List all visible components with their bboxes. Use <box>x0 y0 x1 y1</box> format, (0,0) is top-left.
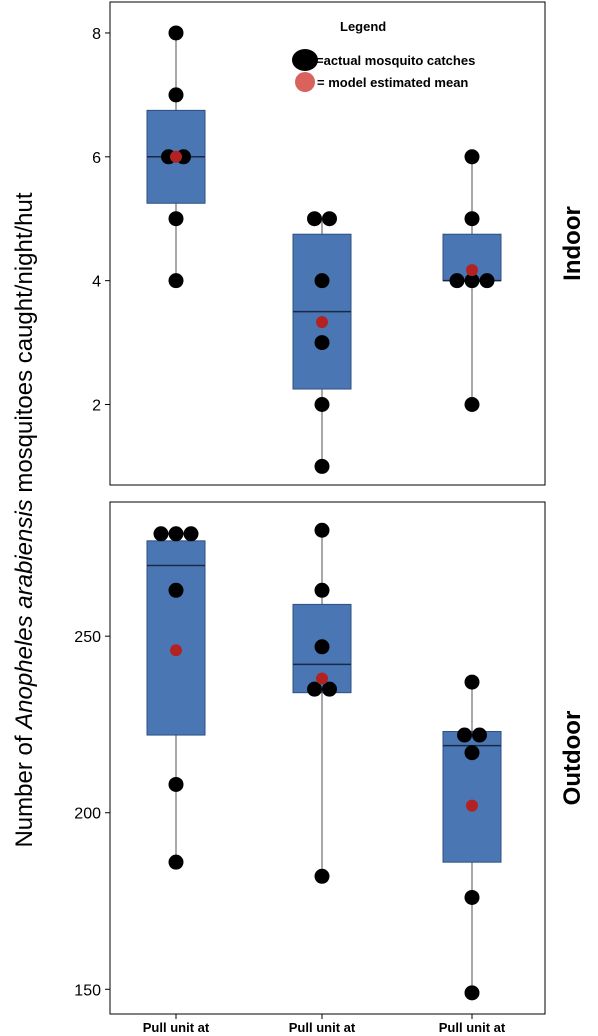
data-point <box>322 211 337 227</box>
y-tick-label: 2 <box>92 398 101 415</box>
y-tick-label: 6 <box>92 150 101 167</box>
mean-point <box>170 150 182 163</box>
data-point <box>314 273 330 289</box>
x-tick-label-line: Pull unit at <box>143 1020 210 1035</box>
y-tick-label: 200 <box>74 806 101 823</box>
legend-entry-actual: =actual mosquito catches <box>316 53 475 68</box>
x-tick-label-line: Pull unit at <box>289 1020 356 1035</box>
iqr-box <box>146 540 206 736</box>
mean-point <box>466 264 478 277</box>
strip-label-outdoor: Outdoor <box>559 711 586 806</box>
data-point <box>168 526 184 542</box>
data-point <box>472 727 487 743</box>
mean-point <box>170 644 182 657</box>
data-point <box>464 745 480 761</box>
box-group-2 <box>292 522 352 884</box>
data-point <box>153 526 169 542</box>
data-point <box>307 211 322 227</box>
legend-entry-mean: = model estimated mean <box>317 75 468 90</box>
legend-marker-mean <box>295 72 315 92</box>
x-tick-label: Pull unit at5m <box>143 1020 210 1036</box>
y-tick-label: 250 <box>74 629 101 646</box>
data-point <box>168 273 184 289</box>
data-point <box>168 582 184 598</box>
y-axis-label-part: Anopheles arabiensis <box>11 499 38 731</box>
box-group-3 <box>442 149 502 412</box>
data-point <box>314 582 330 598</box>
data-point <box>314 335 330 351</box>
y-axis-label-part: mosquitoes caught/night/hut <box>11 192 38 499</box>
box-group-1 <box>146 526 206 870</box>
panel-frame <box>109 1 546 486</box>
data-point <box>314 639 330 655</box>
y-axis-label-part: Number of <box>11 729 38 848</box>
data-point <box>449 273 465 289</box>
x-tick-label: Pull unit at30m <box>439 1020 506 1036</box>
box-group-1 <box>146 25 206 289</box>
y-tick-label: 150 <box>74 982 101 999</box>
data-point <box>464 985 480 1001</box>
strip-label-indoor: Indoor <box>559 206 586 281</box>
data-point <box>464 397 480 412</box>
box-group-2 <box>292 211 352 474</box>
data-point <box>183 526 199 542</box>
mean-point <box>316 316 328 329</box>
data-point <box>464 211 480 227</box>
data-point <box>314 522 330 538</box>
mean-point <box>466 799 478 812</box>
mean-point <box>316 672 328 685</box>
data-point <box>314 397 330 412</box>
x-tick-label-line: Pull unit at <box>439 1020 506 1035</box>
data-point <box>168 87 184 103</box>
data-point <box>464 674 480 690</box>
data-point <box>457 727 472 743</box>
data-point <box>307 681 322 697</box>
box-group-3 <box>442 674 502 1001</box>
data-point <box>168 211 184 227</box>
data-point <box>464 149 480 165</box>
data-point <box>314 868 330 884</box>
panel-indoor: 2 4 6 8 Indoor <box>92 1 586 486</box>
y-tick-label: 8 <box>92 26 101 43</box>
legend-marker-actual <box>292 49 318 71</box>
data-point <box>479 273 495 289</box>
x-tick-label: Pull unit at15m <box>289 1020 356 1036</box>
data-point <box>168 25 184 41</box>
data-point <box>464 273 480 289</box>
data-point <box>314 458 330 474</box>
y-tick-label: 4 <box>92 274 101 291</box>
data-point <box>168 776 184 792</box>
y-axis-label: Number of Anopheles arabiensis mosquitoe… <box>11 192 38 847</box>
data-point <box>168 854 184 870</box>
panel-frame <box>109 501 546 1015</box>
data-point <box>322 681 337 697</box>
legend-title: Legend <box>340 19 386 34</box>
legend: Legend =actual mosquito catches = model es… <box>292 19 475 92</box>
panel-outdoor: 150 200 250 Outdoor <box>74 501 586 1015</box>
data-point <box>464 889 480 905</box>
